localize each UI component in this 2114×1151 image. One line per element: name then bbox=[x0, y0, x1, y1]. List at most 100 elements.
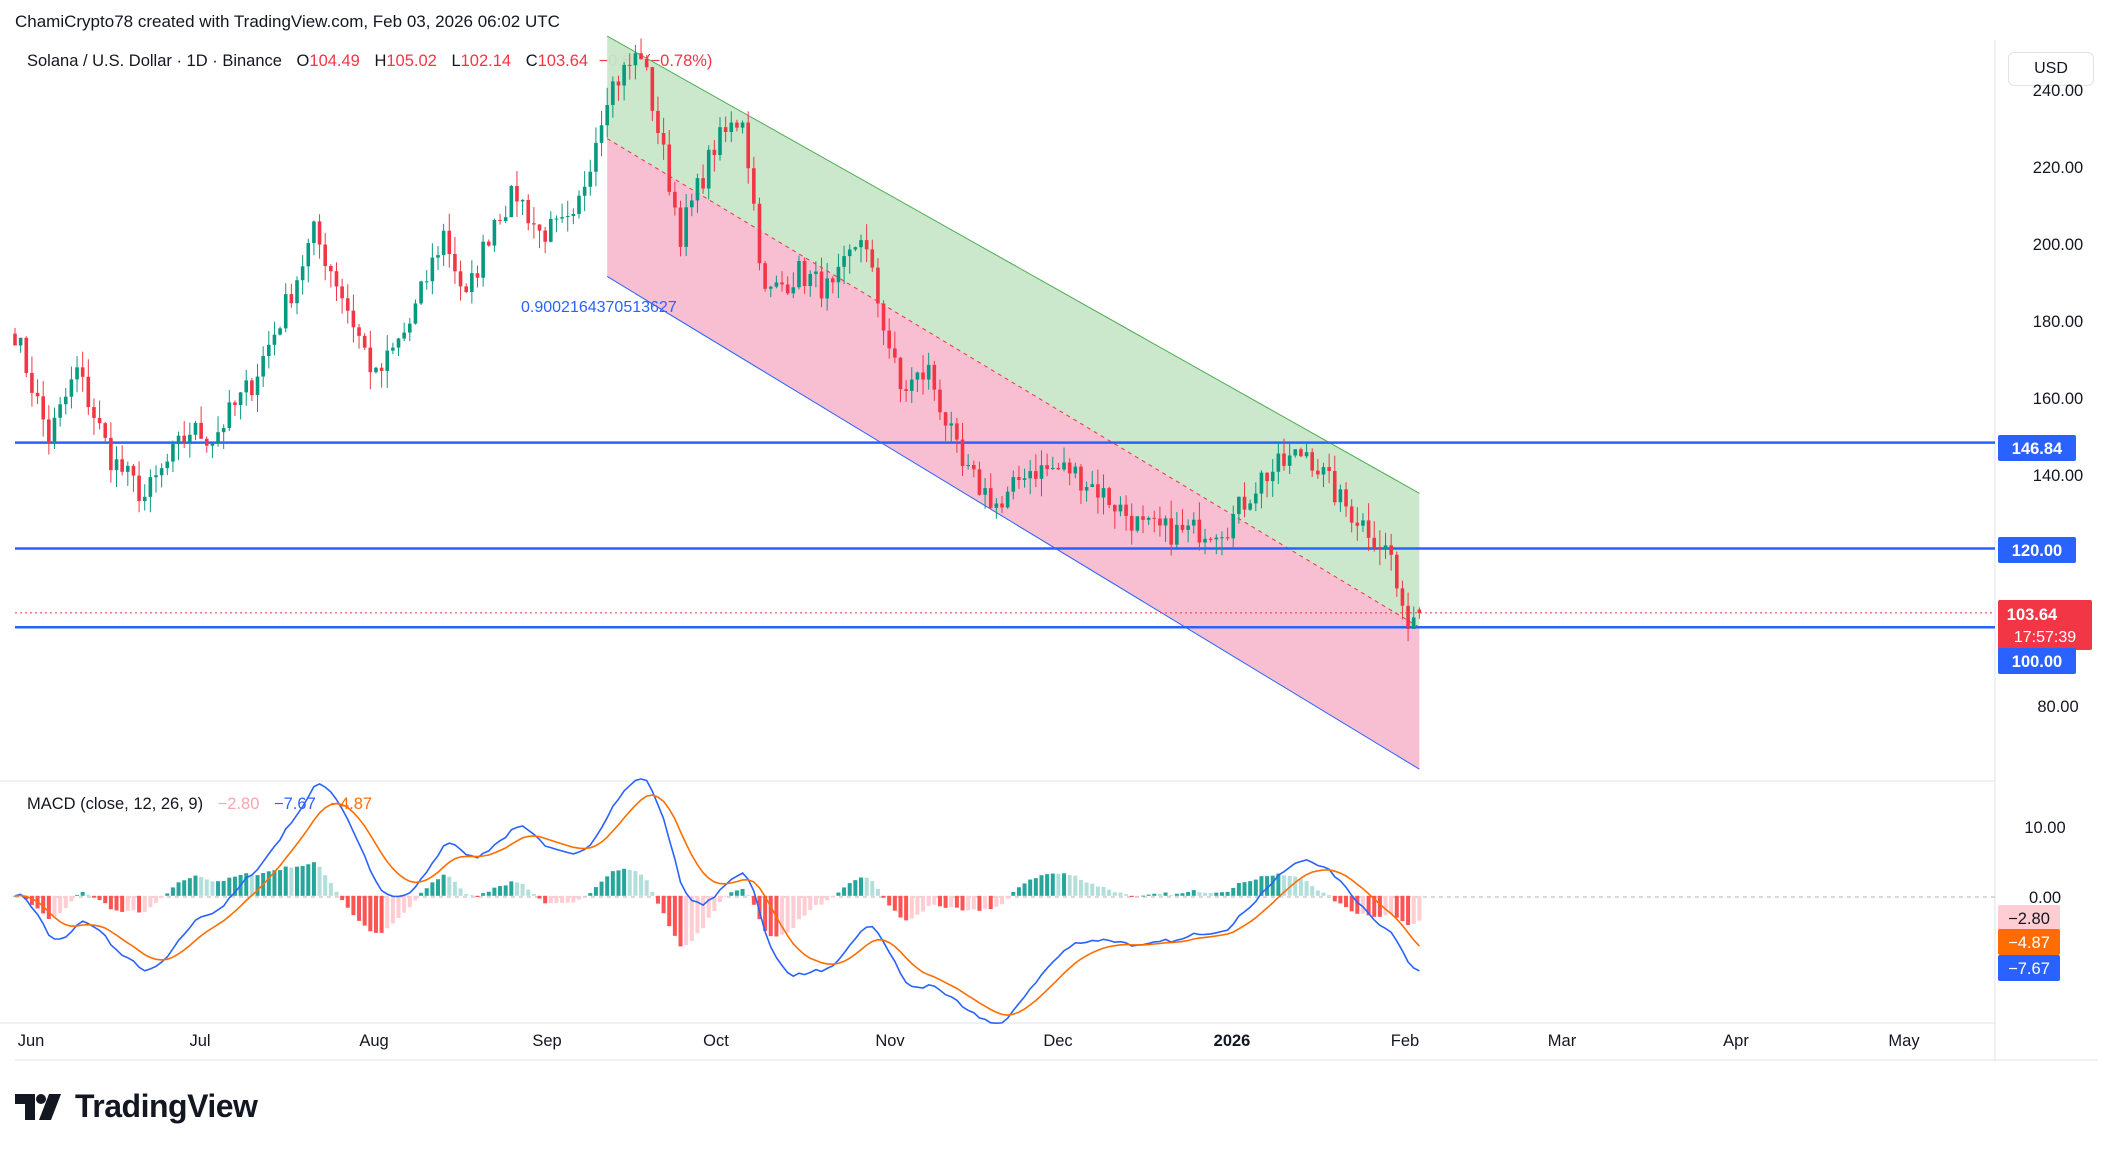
candle bbox=[650, 66, 655, 122]
regression-channel[interactable] bbox=[606, 35, 1420, 770]
candle bbox=[1361, 513, 1365, 533]
symbol-title[interactable]: Solana / U.S. Dollar · 1D · Binance bbox=[27, 52, 282, 70]
macd-legend[interactable]: MACD (close, 12, 26, 9) −2.80 −7.67 −4.8… bbox=[27, 795, 372, 814]
candle-body bbox=[972, 464, 976, 470]
macd-histogram-bar bbox=[323, 875, 328, 896]
candle-body bbox=[577, 195, 581, 214]
macd-histogram-bar bbox=[599, 881, 604, 896]
candle bbox=[949, 411, 954, 443]
candle-body bbox=[351, 310, 356, 328]
macd-histogram-bar bbox=[1197, 892, 1202, 896]
candle-body bbox=[475, 273, 480, 278]
candle-body bbox=[1242, 496, 1247, 510]
price-tick-220: 220.00 bbox=[2033, 159, 2083, 177]
candle-body bbox=[864, 240, 869, 250]
macd-histogram-bar bbox=[825, 895, 830, 901]
channel-label: 0.9002164370513627 bbox=[521, 299, 677, 316]
candle-body bbox=[216, 432, 220, 444]
macd-histogram-bar bbox=[954, 895, 959, 908]
candle-body bbox=[1017, 477, 1021, 480]
macd-histogram-bar bbox=[351, 895, 356, 916]
candle bbox=[413, 299, 418, 325]
candle bbox=[1079, 464, 1083, 505]
time-axis[interactable]: Jun Jul Aug Sep Oct Nov Dec 2026 Feb Mar… bbox=[18, 1032, 1921, 1050]
macd-tick-0: 0.00 bbox=[2029, 889, 2061, 907]
candle bbox=[261, 346, 265, 387]
candle bbox=[1005, 486, 1010, 509]
candle bbox=[1265, 472, 1269, 498]
macd-histogram-bar bbox=[1203, 892, 1208, 896]
candle bbox=[520, 199, 525, 216]
low-value: 102.14 bbox=[460, 52, 512, 70]
macd-histogram-bar bbox=[120, 895, 125, 912]
candle bbox=[599, 110, 604, 157]
candle-body bbox=[391, 347, 395, 351]
candle-body bbox=[1276, 453, 1281, 472]
candle-body bbox=[1191, 519, 1196, 526]
macd-histogram-bar bbox=[148, 895, 153, 908]
candle-body bbox=[1293, 449, 1298, 456]
macd-histogram-bar bbox=[413, 895, 418, 901]
candles[interactable] bbox=[13, 38, 1422, 642]
candle bbox=[864, 224, 869, 263]
candle bbox=[1090, 470, 1095, 488]
candle bbox=[148, 469, 153, 513]
currency-button[interactable]: USD bbox=[2008, 52, 2094, 86]
candle bbox=[498, 213, 502, 225]
macd-pane[interactable] bbox=[13, 778, 1995, 1025]
candle-body bbox=[695, 178, 700, 201]
macd-histogram-bar bbox=[97, 895, 102, 901]
tradingview-brand[interactable]: TradingView bbox=[15, 1088, 258, 1125]
candle-body bbox=[63, 396, 68, 405]
candle bbox=[972, 460, 976, 478]
close-value: 103.64 bbox=[537, 52, 589, 70]
price-tick-180: 180.00 bbox=[2033, 313, 2083, 331]
macd-tick-10: 10.00 bbox=[2024, 819, 2065, 837]
candle bbox=[582, 171, 587, 212]
level-badge-120-text: 120.00 bbox=[2012, 542, 2062, 560]
macd-axis[interactable]: 10.00 0.00 −2.80 −4.87 −7.67 bbox=[1998, 819, 2066, 981]
candle bbox=[109, 422, 113, 483]
macd-histogram-bar bbox=[983, 895, 988, 909]
macd-histogram-bar bbox=[1315, 890, 1320, 896]
candle bbox=[1327, 453, 1331, 484]
candle-body bbox=[943, 412, 948, 426]
price-tick-160: 160.00 bbox=[2033, 390, 2083, 408]
candle-body bbox=[616, 81, 621, 86]
candle-body bbox=[723, 127, 728, 133]
candle-body bbox=[458, 271, 463, 287]
candle-body bbox=[131, 465, 136, 476]
candle-body bbox=[988, 488, 993, 508]
macd-histogram-bar bbox=[469, 895, 474, 897]
candle-body bbox=[661, 133, 666, 145]
macd-histogram-bar bbox=[255, 875, 260, 896]
candle-body bbox=[554, 218, 559, 220]
candle-body bbox=[932, 364, 937, 390]
macd-histogram-bar bbox=[1332, 895, 1337, 902]
candle bbox=[1304, 443, 1309, 459]
candle-body bbox=[1124, 504, 1128, 516]
macd-histogram-bar bbox=[481, 893, 486, 896]
price-axis[interactable]: 240.00 220.00 200.00 180.00 160.00 140.0… bbox=[2033, 82, 2083, 716]
macd-histogram-bar bbox=[802, 895, 807, 916]
macd-histogram-bar bbox=[655, 895, 660, 904]
candle-body bbox=[904, 389, 908, 391]
candle-body bbox=[13, 333, 17, 346]
candle-body bbox=[30, 372, 34, 393]
horizontal-levels[interactable] bbox=[15, 441, 1995, 629]
candle-body bbox=[470, 273, 474, 293]
candle-body bbox=[966, 464, 970, 466]
candle-body bbox=[1327, 467, 1331, 471]
macd-histogram-bar bbox=[780, 895, 785, 935]
candle-body bbox=[120, 459, 124, 472]
candle-body bbox=[1220, 537, 1224, 539]
candle bbox=[825, 263, 829, 311]
candle bbox=[362, 333, 367, 350]
candle bbox=[221, 424, 226, 449]
candle-body bbox=[667, 144, 672, 192]
candle bbox=[1242, 482, 1247, 518]
candle bbox=[137, 461, 141, 513]
candle bbox=[768, 285, 773, 298]
candle-body bbox=[1062, 462, 1066, 470]
